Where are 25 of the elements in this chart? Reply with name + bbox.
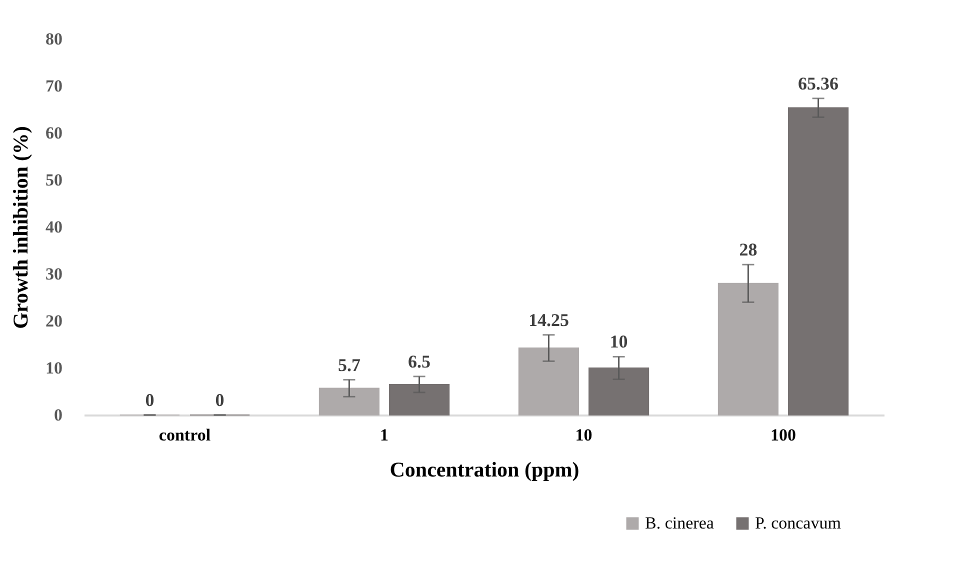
y-tick-label: 10: [46, 358, 62, 378]
legend-label: P. concavum: [755, 514, 841, 533]
data-label: 5.7: [338, 354, 360, 375]
x-tick-label: 10: [575, 426, 592, 444]
x-tick-label: 100: [770, 426, 796, 444]
data-label: 6.5: [408, 351, 431, 372]
y-axis-title: Growth inhibition (%): [8, 126, 32, 329]
y-tick-label: 60: [46, 124, 62, 142]
y-tick-label: 50: [46, 170, 62, 190]
data-label: 10: [610, 332, 628, 352]
x-axis-title: Concentration (ppm): [390, 458, 580, 482]
data-label: 28: [739, 240, 758, 260]
data-label: 0: [145, 390, 154, 410]
x-tick-label: control: [158, 426, 211, 444]
y-tick-label: 70: [46, 76, 62, 96]
data-label: 65.36: [798, 73, 839, 94]
y-tick-label: 20: [46, 312, 62, 330]
x-tick-label: 1: [380, 426, 388, 444]
y-tick-label: 30: [46, 264, 62, 284]
data-label: 0: [215, 390, 224, 410]
legend-label: B. cinerea: [645, 514, 714, 533]
data-label: 14.25: [528, 310, 569, 330]
y-tick-label: 40: [46, 218, 62, 236]
y-tick-label: 0: [54, 406, 62, 424]
y-tick-label: 80: [46, 30, 62, 48]
